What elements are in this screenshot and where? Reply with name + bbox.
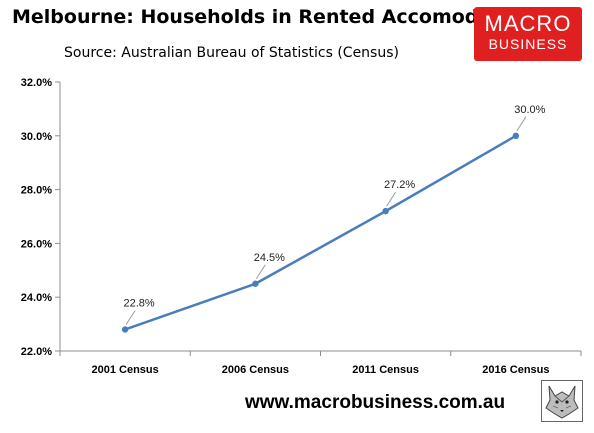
x-tick-label: 2011 Census: [352, 364, 419, 376]
wolf-icon: [541, 380, 583, 422]
data-point: [121, 326, 129, 333]
data-label: 22.8%: [124, 297, 155, 309]
data-label-leader: [516, 116, 527, 132]
x-tick-label: 2001 Census: [91, 364, 158, 376]
data-label-leader: [255, 264, 266, 280]
logo-line-business: BUSINESS: [488, 36, 568, 52]
logo-line-macro: MACRO: [484, 11, 572, 36]
data-point: [252, 280, 259, 287]
footer-url[interactable]: www.macrobusiness.com.au: [245, 392, 506, 413]
data-label: 27.2%: [384, 179, 415, 191]
x-tick-label: 2016 Census: [482, 364, 549, 376]
data-label-leader: [386, 191, 397, 207]
y-tick-label: 26.0%: [21, 238, 52, 250]
series-line: [124, 134, 517, 331]
y-tick-label: 28.0%: [21, 185, 52, 197]
macrobusiness-logo: MACRO BUSINESS: [474, 7, 582, 61]
chart-axes: 22.0% 24.0% 26.0% 28.0% 30.0% 32.0% 2001 Censu…: [21, 77, 582, 376]
data-label: 24.5%: [254, 252, 285, 264]
chart-marks: 22.8% 24.5% 27.2% 30.0%: [121, 104, 546, 333]
data-label-leader: [125, 310, 136, 325]
chart-title: Melbourne: Households in Rented Accomoda…: [12, 6, 534, 28]
data-label: 30.0%: [514, 104, 545, 116]
y-tick-label: 22.0%: [21, 346, 52, 358]
y-tick-label: 32.0%: [21, 77, 52, 89]
y-tick-label: 30.0%: [21, 131, 52, 143]
x-tick-label: 2006 Census: [222, 364, 289, 376]
data-point: [512, 132, 520, 139]
data-point: [382, 207, 389, 215]
y-tick-label: 24.0%: [21, 292, 52, 304]
chart-subtitle: Source: Australian Bureau of Statistics …: [64, 45, 399, 61]
